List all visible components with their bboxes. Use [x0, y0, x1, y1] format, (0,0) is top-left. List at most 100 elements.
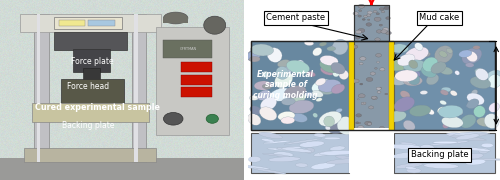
Ellipse shape: [400, 91, 410, 98]
Ellipse shape: [304, 41, 314, 46]
Ellipse shape: [246, 51, 260, 60]
Ellipse shape: [472, 158, 500, 160]
Ellipse shape: [204, 16, 226, 34]
Ellipse shape: [320, 55, 338, 66]
Ellipse shape: [358, 94, 365, 98]
Ellipse shape: [274, 72, 292, 88]
Ellipse shape: [300, 141, 324, 147]
Ellipse shape: [312, 79, 332, 93]
Ellipse shape: [472, 90, 478, 95]
Ellipse shape: [339, 70, 348, 80]
Bar: [354, 5, 388, 41]
Ellipse shape: [254, 81, 272, 90]
Bar: [250, 41, 495, 130]
Ellipse shape: [414, 43, 423, 50]
Ellipse shape: [388, 58, 411, 71]
Ellipse shape: [478, 148, 489, 154]
Ellipse shape: [373, 10, 377, 13]
Ellipse shape: [436, 147, 446, 150]
Ellipse shape: [304, 148, 314, 153]
Ellipse shape: [376, 13, 380, 15]
Ellipse shape: [380, 8, 384, 10]
Ellipse shape: [372, 96, 378, 100]
Ellipse shape: [320, 59, 339, 73]
Ellipse shape: [304, 92, 314, 97]
Bar: [83, 68, 100, 81]
Ellipse shape: [289, 100, 314, 114]
Ellipse shape: [290, 93, 306, 104]
Ellipse shape: [358, 4, 364, 8]
Bar: [134, 14, 138, 162]
Bar: [61, 79, 124, 103]
Ellipse shape: [390, 76, 408, 85]
Bar: [388, 41, 394, 130]
Ellipse shape: [412, 70, 420, 77]
Ellipse shape: [331, 62, 345, 74]
Text: Mud cake: Mud cake: [420, 14, 460, 22]
Ellipse shape: [282, 98, 295, 105]
Ellipse shape: [432, 160, 450, 165]
Ellipse shape: [470, 133, 490, 136]
Ellipse shape: [258, 90, 271, 100]
Bar: [349, 128, 394, 173]
Text: Backing plate: Backing plate: [410, 150, 469, 159]
Ellipse shape: [432, 141, 458, 143]
Ellipse shape: [319, 111, 342, 126]
Ellipse shape: [354, 82, 356, 83]
Ellipse shape: [332, 39, 348, 55]
Ellipse shape: [446, 133, 476, 139]
Bar: [164, 18, 188, 23]
Ellipse shape: [421, 66, 436, 77]
Ellipse shape: [410, 105, 431, 116]
Ellipse shape: [359, 62, 363, 65]
Ellipse shape: [381, 11, 385, 13]
Ellipse shape: [442, 116, 463, 128]
Ellipse shape: [358, 10, 362, 11]
Ellipse shape: [439, 51, 447, 57]
Ellipse shape: [434, 46, 453, 63]
Ellipse shape: [486, 70, 500, 80]
Ellipse shape: [367, 123, 372, 125]
Ellipse shape: [277, 148, 292, 151]
Ellipse shape: [249, 56, 260, 62]
Ellipse shape: [252, 168, 286, 174]
Ellipse shape: [460, 147, 491, 151]
Ellipse shape: [466, 63, 474, 67]
Ellipse shape: [428, 109, 434, 115]
Bar: [54, 17, 122, 29]
Ellipse shape: [404, 76, 422, 86]
Ellipse shape: [267, 48, 282, 62]
Ellipse shape: [164, 112, 183, 125]
Ellipse shape: [368, 106, 374, 109]
Bar: [354, 41, 388, 130]
Ellipse shape: [364, 15, 368, 17]
Bar: [349, 41, 354, 130]
Bar: [34, 14, 49, 162]
Ellipse shape: [382, 31, 385, 33]
Bar: [180, 62, 212, 72]
Ellipse shape: [313, 113, 318, 118]
Ellipse shape: [442, 87, 451, 92]
Ellipse shape: [459, 50, 472, 57]
Ellipse shape: [474, 68, 482, 73]
Ellipse shape: [467, 93, 484, 105]
Ellipse shape: [250, 106, 262, 115]
Ellipse shape: [376, 30, 382, 33]
Ellipse shape: [420, 91, 428, 95]
Ellipse shape: [420, 145, 434, 150]
Ellipse shape: [439, 67, 452, 75]
Ellipse shape: [366, 23, 372, 26]
Ellipse shape: [360, 57, 366, 60]
Ellipse shape: [325, 126, 330, 130]
Ellipse shape: [274, 152, 293, 157]
Bar: [132, 14, 146, 162]
Ellipse shape: [357, 126, 364, 130]
Ellipse shape: [380, 68, 385, 71]
Bar: [58, 20, 86, 26]
Bar: [250, 41, 349, 130]
Ellipse shape: [488, 74, 500, 88]
Ellipse shape: [298, 60, 304, 65]
Ellipse shape: [376, 53, 382, 57]
Text: Experimental
sample of
curing molding: Experimental sample of curing molding: [254, 70, 318, 100]
Ellipse shape: [366, 77, 373, 82]
